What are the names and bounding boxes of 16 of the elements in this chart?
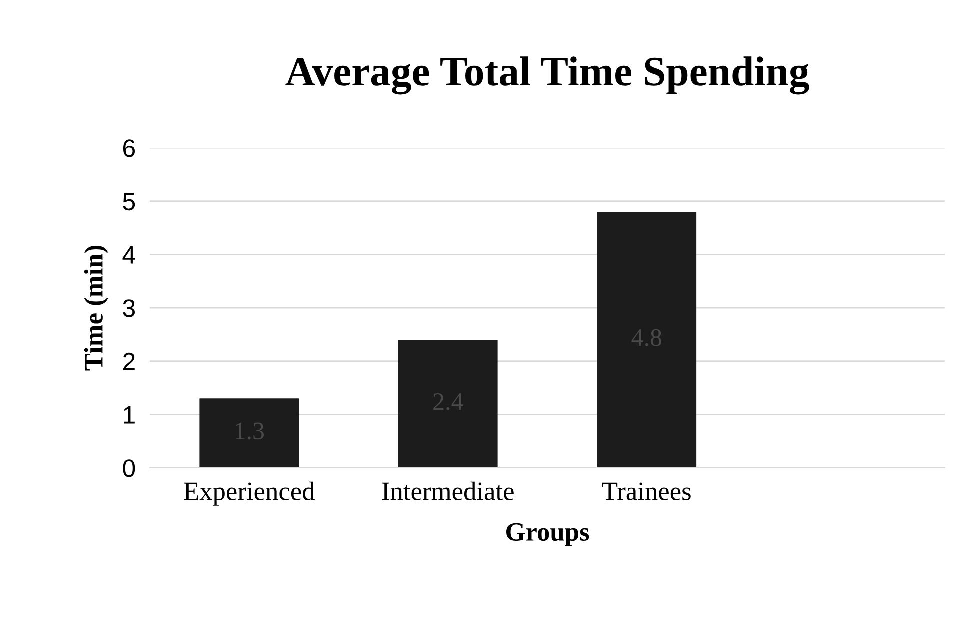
y-tick-label: 6 [123, 140, 136, 158]
y-tick-label: 0 [123, 460, 136, 478]
y-tick-label: 1 [124, 406, 135, 424]
bar [398, 340, 498, 468]
y-tick-label: 5 [123, 193, 136, 211]
y-axis-title: Time (min) [84, 246, 108, 371]
bar [200, 398, 300, 468]
x-tick-label: Experienced [184, 482, 315, 506]
y-tick-label: 4 [122, 246, 136, 264]
bar [597, 212, 697, 468]
x-axis-title: Groups [506, 523, 590, 546]
x-tick-label: Intermediate [382, 482, 514, 500]
y-tick-label: 2 [123, 352, 135, 370]
x-tick-label: Trainees [602, 482, 691, 500]
chart-title: Average Total Time Spending [286, 56, 810, 95]
y-tick-label: 3 [123, 300, 136, 318]
